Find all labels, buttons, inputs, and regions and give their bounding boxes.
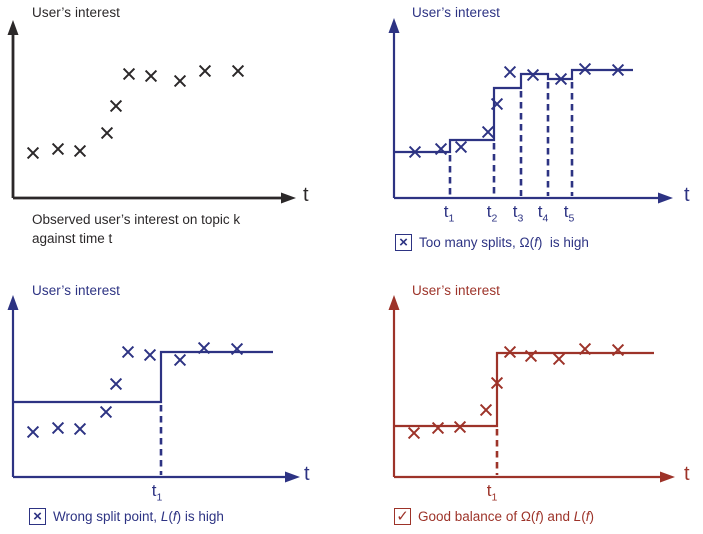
split-label-t4: t4 [537,202,549,225]
panel-wrong-split-point [7,295,300,483]
panel1-y-axis-title: User’s interest [32,5,121,20]
checkmark-glyph: ✓ [396,508,409,525]
data-point-x-marker [26,146,40,160]
panel2-x-axis-label: t [684,184,690,206]
y-axis-arrow-icon [388,295,400,310]
data-point-x-marker [578,62,592,76]
step-function-line [394,351,654,428]
data-point-x-marker [454,140,468,154]
x-mark-box-icon: × [395,234,412,251]
data-point-x-marker [197,341,211,355]
data-point-x-marker [73,422,87,436]
y-axis-arrow-icon [388,18,400,33]
checkmark-box-icon: ✓ [394,508,411,525]
data-point-x-marker [524,349,538,363]
step-function-line [13,350,273,404]
panel-observed-scatter [7,20,296,204]
data-point-x-marker [611,343,625,357]
data-point-x-marker [479,403,493,417]
panel1-caption-line1: Observed user’s interest on topic k [32,212,241,227]
x-axis-arrow-icon [660,471,675,483]
panel3-x-axis-label: t [304,463,310,485]
panel2-caption: × Too many splits, Ω(f) is high [395,234,589,251]
panel1-x-axis-label: t [303,184,309,206]
data-point-x-marker [121,345,135,359]
data-point-x-marker [453,420,467,434]
panel-good-balance [388,295,675,483]
panel4-caption: ✓ Good balance of Ω(f) and L(f) [394,508,594,525]
y-axis-arrow-icon [7,20,19,35]
panel4-y-axis-title: User’s interest [412,283,501,298]
split-label-t2: t2 [486,202,498,225]
data-point-x-marker [51,142,65,156]
x-axis-arrow-icon [281,192,296,204]
data-point-x-marker [526,68,540,82]
panel4-x-axis-label: t [684,463,690,485]
data-point-x-marker [26,425,40,439]
panel2-caption-text: Too many splits, Ω(f) is high [419,235,589,250]
data-point-x-marker [407,426,421,440]
data-point-x-marker [408,145,422,159]
y-axis-arrow-icon [7,295,19,310]
panel3-y-axis-title: User’s interest [32,283,121,298]
panel1-caption-line2: against time t [32,230,113,246]
step-function-line [394,68,633,154]
data-point-x-marker [490,97,504,111]
data-point-x-marker [434,142,448,156]
x-axis-arrow-icon [285,471,300,483]
data-point-x-marker [490,376,504,390]
data-point-x-marker [173,353,187,367]
data-point-x-marker [481,125,495,139]
x-mark-box-icon: × [29,508,46,525]
split-label-t1: t1 [486,481,498,504]
data-point-x-marker [143,348,157,362]
data-point-x-marker [611,63,625,77]
data-point-x-marker [552,352,566,366]
panel3-caption: × Wrong split point, L(f) is high [29,508,224,525]
data-point-x-marker [109,99,123,113]
x-mark-glyph: × [33,508,42,525]
data-point-x-marker [99,405,113,419]
panel3-caption-text: Wrong split point, L(f) is high [53,509,224,524]
split-label-t1: t1 [151,481,163,504]
data-point-x-marker [578,342,592,356]
data-point-x-marker [230,342,244,356]
data-point-x-marker [173,74,187,88]
data-point-x-marker [144,69,158,83]
panel1-caption: Observed user’s interest on topic k agai… [32,211,240,248]
data-point-x-marker [51,421,65,435]
data-point-x-marker [122,67,136,81]
data-point-x-marker [503,65,517,79]
panel2-y-axis-title: User’s interest [412,5,501,20]
data-point-x-marker [554,72,568,86]
data-point-x-marker [231,64,245,78]
data-point-x-marker [109,377,123,391]
data-point-x-marker [431,421,445,435]
panel4-caption-text: Good balance of Ω(f) and L(f) [418,509,594,524]
data-point-x-marker [503,345,517,359]
x-mark-glyph: × [399,234,408,251]
data-point-x-marker [100,126,114,140]
panel-too-many-splits [388,18,673,204]
split-label-t3: t3 [512,202,524,225]
data-point-x-marker [73,144,87,158]
x-axis-arrow-icon [658,192,673,204]
split-label-t1: t1 [443,202,455,225]
data-point-x-marker [198,64,212,78]
split-label-t5: t5 [563,202,575,225]
